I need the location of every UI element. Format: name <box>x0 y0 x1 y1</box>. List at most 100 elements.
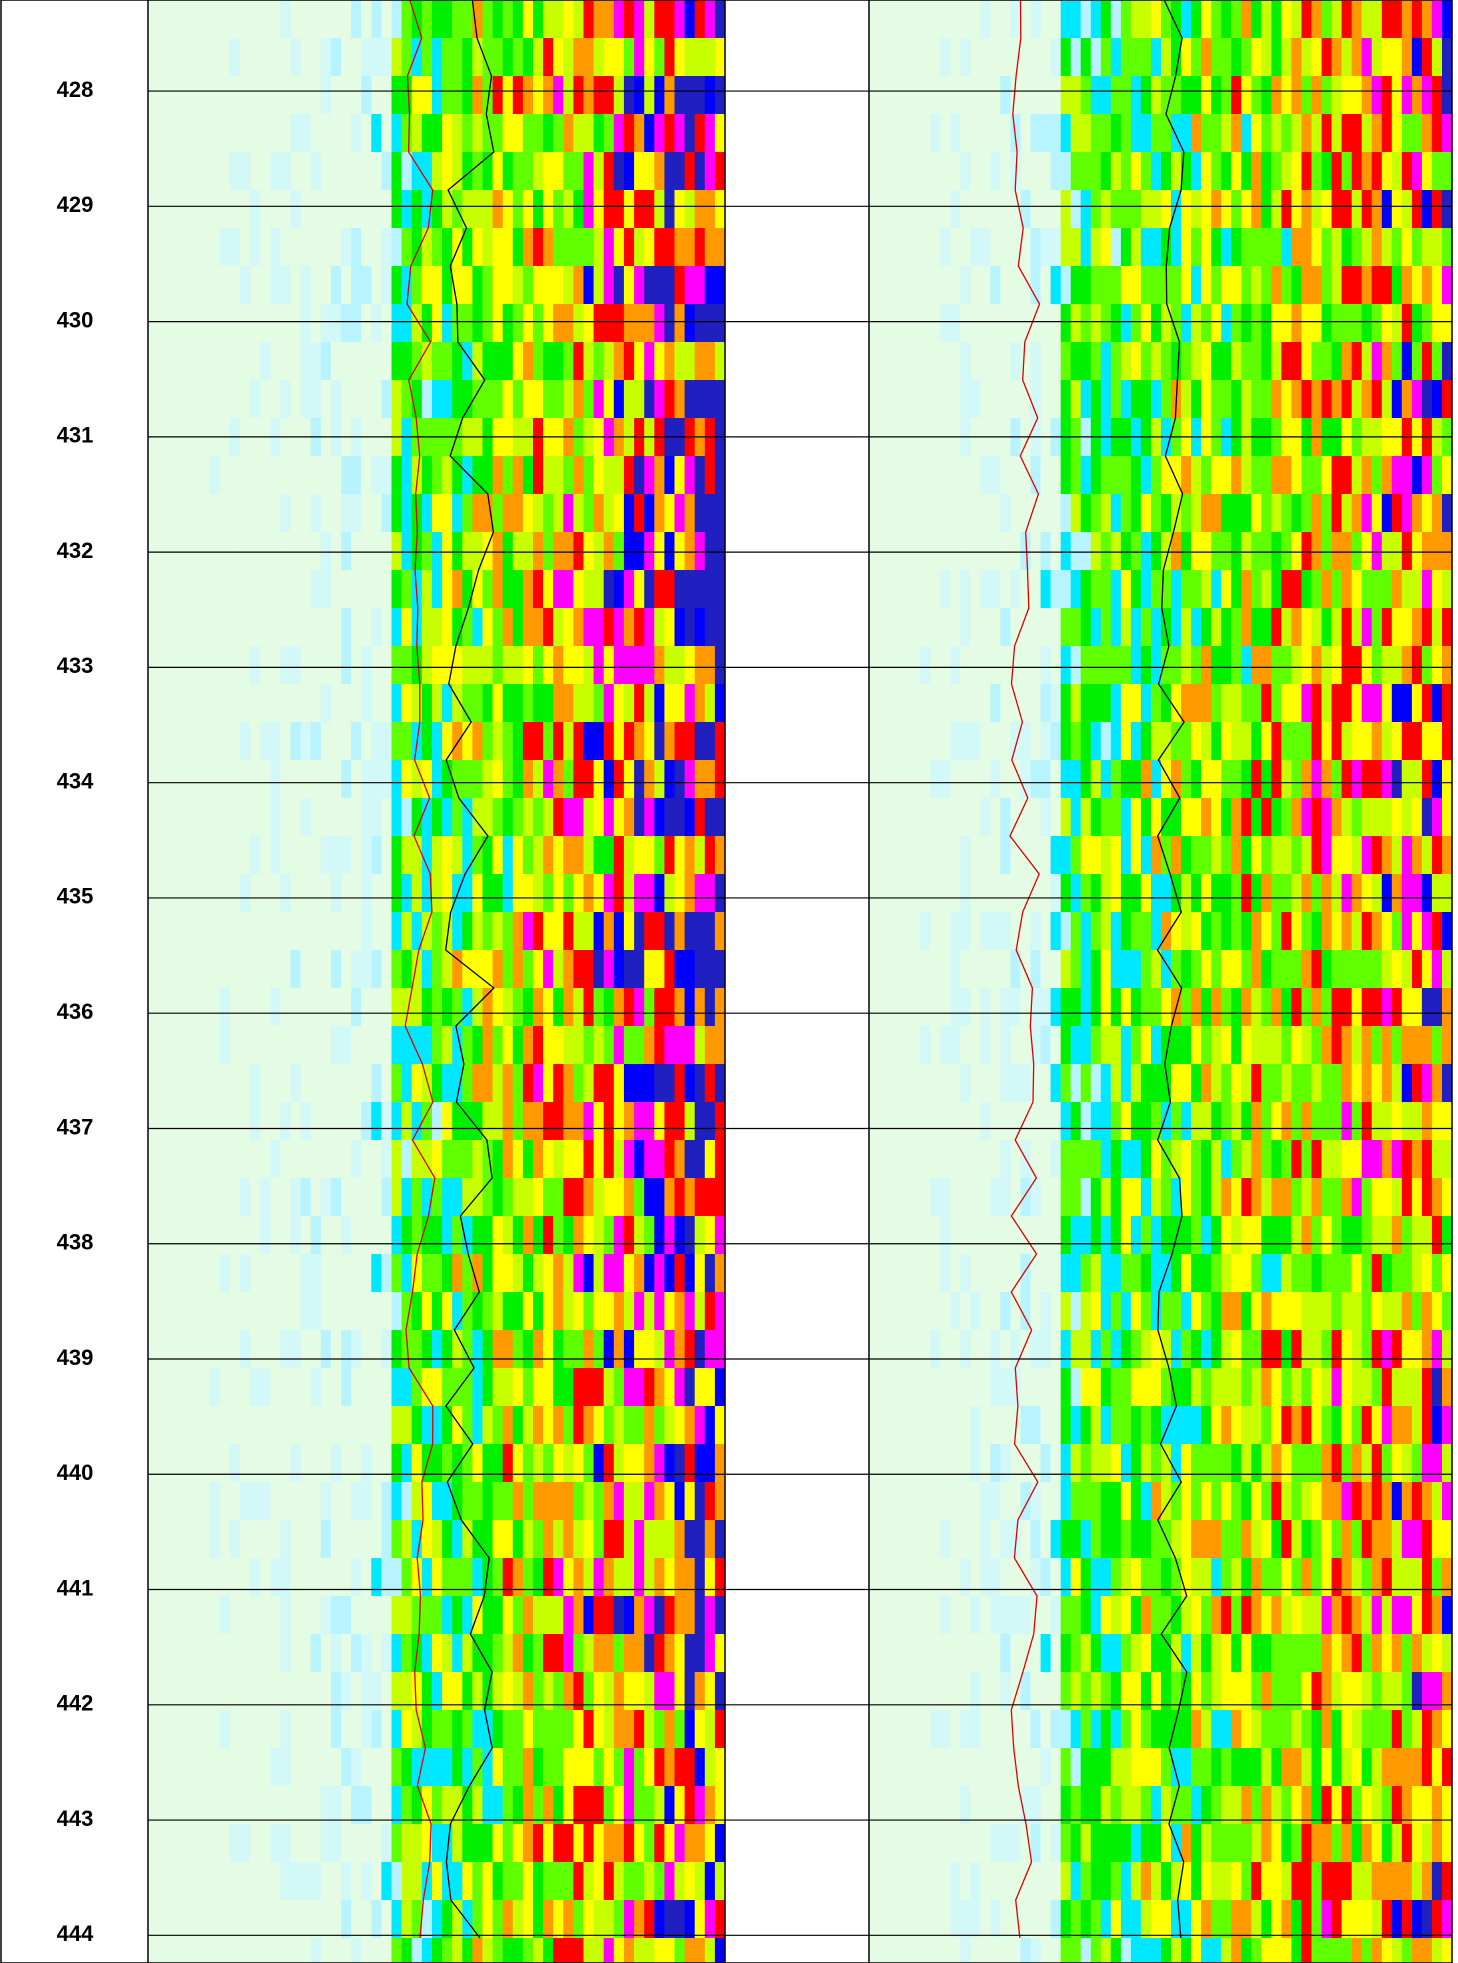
spectrum-cell <box>563 1102 574 1140</box>
spectrum-cell <box>880 266 891 304</box>
spectrum-cell <box>219 988 231 1026</box>
spectrum-cell <box>411 304 423 342</box>
spectrum-cell <box>482 722 494 760</box>
spectrum-cell <box>482 912 494 950</box>
spectrum-cell <box>452 1786 463 1824</box>
spectrum-cell <box>664 342 675 380</box>
spectrum-cell <box>634 1178 645 1216</box>
spectrum-cell <box>189 836 200 874</box>
spectrum-cell <box>1030 798 1042 836</box>
spectrum-cell <box>229 494 241 532</box>
spectrum-cell <box>149 380 160 418</box>
spectrum-cell <box>361 1102 372 1140</box>
spectrum-cell <box>644 342 655 380</box>
spectrum-cell <box>920 1292 931 1330</box>
spectrum-cell <box>1171 646 1182 684</box>
spectrum-cell <box>920 1102 931 1140</box>
spectrum-cell <box>694 532 706 570</box>
spectrum-cell <box>169 1216 180 1254</box>
spectrum-cell <box>1391 874 1403 912</box>
spectrum-cell <box>573 1444 584 1482</box>
spectrum-cell <box>522 1406 534 1444</box>
spectrum-cell <box>1271 76 1282 114</box>
spectrum-cell <box>1171 152 1182 190</box>
spectrum-cell <box>1201 190 1212 228</box>
spectrum-cell <box>401 1862 413 1900</box>
spectrum-cell <box>1411 874 1423 912</box>
spectrum-cell <box>1030 532 1042 570</box>
spectrum-cell <box>452 1596 463 1634</box>
spectrum-cell <box>940 494 951 532</box>
spectrum-cell <box>1401 570 1413 608</box>
spectrum-cell <box>1271 646 1282 684</box>
spectrum-cell <box>1231 950 1242 988</box>
spectrum-cell <box>890 760 901 798</box>
spectrum-cell <box>1291 228 1302 266</box>
spectrum-cell <box>300 874 312 912</box>
spectrum-cell <box>1381 114 1393 152</box>
spectrum-cell <box>1391 228 1403 266</box>
spectrum-cell <box>1010 646 1021 684</box>
spectrum-cell <box>1140 114 1152 152</box>
spectrum-cell <box>199 1672 211 1710</box>
spectrum-cell <box>361 760 372 798</box>
spectrum-cell <box>654 912 665 950</box>
spectrum-cell <box>219 380 231 418</box>
spectrum-cell <box>1361 912 1373 950</box>
spectrum-cell <box>1241 950 1252 988</box>
spectrum-cell <box>1140 76 1152 114</box>
spectrum-cell <box>930 342 941 380</box>
spectrum-cell <box>300 1596 312 1634</box>
spectrum-cell <box>310 114 322 152</box>
spectrum-cell <box>290 38 302 76</box>
spectrum-cell <box>1351 950 1363 988</box>
spectrum-cell <box>239 874 251 912</box>
spectrum-cell <box>1221 608 1232 646</box>
spectrum-cell <box>391 1634 403 1672</box>
spectrum-cell <box>960 912 971 950</box>
spectrum-cell <box>391 532 403 570</box>
spectrum-cell <box>1371 304 1383 342</box>
spectrum-cell <box>1221 38 1232 76</box>
spectrum-cell <box>341 1748 352 1786</box>
spectrum-cell <box>613 1026 625 1064</box>
spectrum-cell <box>694 1330 706 1368</box>
spectrum-cell <box>502 456 514 494</box>
spectrum-cell <box>421 1368 433 1406</box>
spectrum-cell <box>472 266 483 304</box>
spectrum-cell <box>704 722 716 760</box>
spectrum-cell <box>239 304 251 342</box>
spectrum-cell <box>250 1938 261 1963</box>
spectrum-cell <box>472 1520 483 1558</box>
spectrum-cell <box>1271 684 1282 722</box>
spectrum-cell <box>1221 1026 1232 1064</box>
spectrum-cell <box>1341 228 1353 266</box>
spectrum-cell <box>351 1634 362 1672</box>
spectrum-cell <box>1381 266 1393 304</box>
spectrum-cell <box>890 304 901 342</box>
spectrum-cell <box>603 1406 615 1444</box>
spectrum-cell <box>209 266 221 304</box>
spectrum-cell <box>431 1900 443 1938</box>
spectrum-cell <box>199 342 211 380</box>
spectrum-cell <box>1090 266 1102 304</box>
spectrum-cell <box>381 1178 392 1216</box>
spectrum-cell <box>431 1444 443 1482</box>
spectrum-cell <box>482 1368 494 1406</box>
spectrum-cell <box>1181 760 1192 798</box>
spectrum-cell <box>1110 228 1122 266</box>
spectrum-cell <box>1291 722 1302 760</box>
spectrum-cell <box>1110 380 1122 418</box>
spectrum-cell <box>239 1672 251 1710</box>
spectrum-cell <box>391 76 403 114</box>
spectrum-cell <box>990 228 1001 266</box>
spectrum-cell <box>320 1862 332 1900</box>
spectrum-cell <box>1331 1026 1343 1064</box>
spectrum-cell <box>1241 456 1252 494</box>
spectrum-cell <box>1401 1102 1413 1140</box>
spectrum-cell <box>533 304 544 342</box>
spectrum-cell <box>1211 456 1222 494</box>
spectrum-cell <box>290 494 302 532</box>
spectrum-cell <box>1000 1254 1011 1292</box>
spectrum-cell <box>1191 266 1202 304</box>
